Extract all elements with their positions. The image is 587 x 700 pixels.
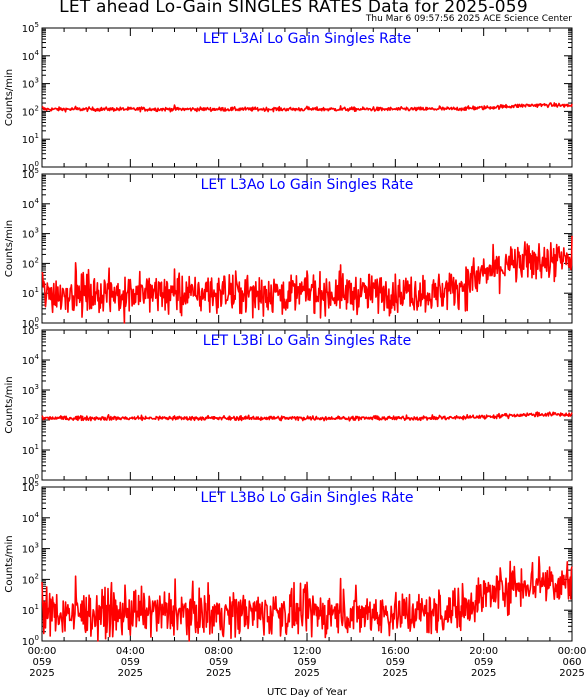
panel-frame: [41, 27, 573, 168]
y-tick-label: 102: [22, 256, 39, 270]
y-tick-label: 104: [22, 197, 40, 211]
x-tick-label: 00:00: [558, 646, 587, 657]
x-tick-label: 059: [121, 657, 140, 668]
page-title: LET ahead Lo-Gain SINGLES RATES Data for…: [59, 0, 528, 17]
x-tick-label: 00:00: [28, 646, 57, 657]
x-tick-label: 059: [32, 657, 51, 668]
y-tick-label: 101: [22, 443, 39, 457]
x-tick-label: 059: [209, 657, 228, 668]
x-tick-label: 12:00: [293, 646, 322, 657]
timestamp-label: Thu Mar 6 09:57:56 2025 ACE Science Cent…: [365, 14, 572, 24]
x-tick-label: 08:00: [204, 646, 233, 657]
y-tick-label: 101: [22, 286, 39, 300]
x-tick-label: 04:00: [116, 646, 145, 657]
x-tick-label: 2025: [29, 668, 54, 679]
y-axis-label: Counts/min: [4, 376, 15, 433]
series-line: [41, 102, 573, 113]
y-tick-label: 104: [22, 353, 40, 367]
x-tick-label: 2025: [471, 668, 496, 679]
y-tick-label: 105: [22, 167, 39, 181]
y-tick-label: 103: [22, 542, 39, 556]
y-tick-label: 102: [22, 104, 39, 118]
x-tick-label: 2025: [559, 668, 584, 679]
y-tick-label: 105: [22, 480, 39, 494]
x-tick-label: 2025: [383, 668, 408, 679]
panel-title: LET L3Bo Lo Gain Singles Rate: [200, 490, 413, 506]
panel-title: LET L3Ai Lo Gain Singles Rate: [203, 31, 411, 47]
y-tick-label: 103: [22, 77, 39, 91]
y-tick-label: 105: [22, 21, 39, 35]
y-axis-label: Counts/min: [4, 220, 15, 277]
y-tick-label: 102: [22, 413, 39, 427]
x-tick-label: 16:00: [381, 646, 410, 657]
y-tick-label: 103: [22, 383, 39, 397]
y-tick-label: 103: [22, 227, 39, 241]
series-line: [41, 235, 573, 324]
x-tick-label: 2025: [206, 668, 231, 679]
x-tick-label: 20:00: [469, 646, 498, 657]
x-tick-label: 059: [474, 657, 493, 668]
x-tick-label: 2025: [118, 668, 143, 679]
x-tick-label: 060: [562, 657, 581, 668]
y-tick-label: 101: [22, 603, 39, 617]
y-tick-label: 104: [22, 511, 40, 525]
x-axis-label: UTC Day of Year: [267, 687, 348, 698]
panel-title: LET L3Ao Lo Gain Singles Rate: [201, 177, 414, 193]
panel-frame: [41, 329, 573, 481]
y-tick-label: 105: [22, 323, 39, 337]
x-tick-label: 059: [386, 657, 405, 668]
series-line: [41, 555, 573, 642]
panel-title: LET L3Bi Lo Gain Singles Rate: [203, 333, 411, 349]
series-line: [41, 411, 573, 422]
x-tick-label: 059: [297, 657, 316, 668]
y-tick-label: 102: [22, 572, 39, 586]
y-axis-label: Counts/min: [4, 535, 15, 592]
y-tick-label: 101: [22, 132, 39, 146]
x-tick-label: 2025: [294, 668, 319, 679]
y-tick-label: 104: [22, 49, 40, 63]
y-axis-label: Counts/min: [4, 69, 15, 126]
